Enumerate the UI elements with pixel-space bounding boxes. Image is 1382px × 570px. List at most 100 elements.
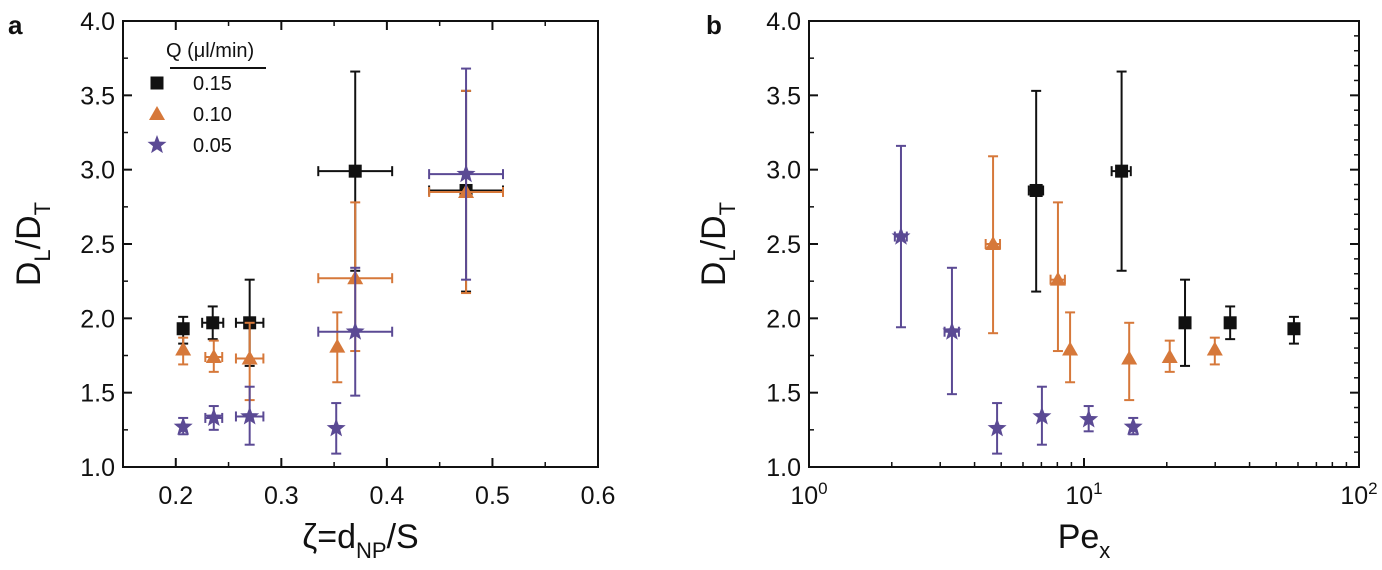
data-point [1027,89,1045,293]
legend: Q (μl/min) 0.15 0.10 0.05 [147,40,266,157]
triangle-marker [205,348,222,363]
panel-a: 1.0 1.5 2.0 2.5 3.0 3.5 4.0 0.2 0.3 0.4 0.5 0.6 ζ=dN… [10,8,615,563]
triangle-marker [175,341,192,356]
x-tick-label: 102 [1340,479,1377,510]
data-point [984,155,1002,335]
star-marker [345,321,365,340]
data-point [1223,305,1237,341]
square-marker [1178,316,1192,330]
triangle-icon [149,106,165,120]
panel-a-label: a [8,10,23,40]
x-tick-exp: 0 [818,479,827,498]
legend-label: 0.15 [193,73,232,95]
x-tick-label: 0.4 [370,482,405,510]
y-axis-title-sub: T [30,202,55,215]
x-tick-base: 10 [1340,482,1368,510]
star-marker [987,418,1007,437]
y-tick-label: 2.0 [766,305,801,333]
data-point [1161,339,1178,373]
data-point [204,339,224,373]
y-axis-title-main: D [695,262,733,287]
y-tick-label: 3.5 [80,82,115,110]
x-tick-label: 101 [1065,479,1102,510]
data-point [1032,385,1052,446]
data-point [428,67,504,281]
y-tick-label: 1.0 [766,454,801,482]
data-point [1287,315,1301,345]
legend-entry: 0.15 [150,73,232,95]
y-axis-title-sub: L [715,249,740,261]
star-marker [173,416,193,435]
triangle-marker [985,236,1002,250]
triangle-marker [1161,348,1178,363]
data-point [175,336,192,366]
x-tick-label: 100 [790,479,827,510]
star-marker [240,406,260,425]
y-tick-label: 3.0 [80,157,115,185]
data-point [317,70,394,272]
x-axis-title-sub: x [1099,538,1110,563]
panel-b-label: b [706,10,722,40]
y-axis-title: DL/DT [695,202,740,286]
triangle-marker [329,338,346,353]
square-marker [1115,164,1129,178]
data-point [204,405,224,431]
x-axis-title: Pex [1058,518,1111,563]
y-tick-label: 1.5 [80,380,115,408]
square-icon [150,76,164,90]
triangle-marker [1121,350,1138,365]
legend-entry: 0.10 [149,104,232,126]
legend-label: 0.05 [193,135,232,157]
data-point [1049,201,1066,353]
plot-frame [808,20,1360,468]
y-axis-title-main: D [10,262,48,287]
legend-title: Q (μl/min) [166,40,254,62]
data-point [201,305,225,341]
data-point [1206,336,1223,366]
y-tick-label: 2.5 [766,231,801,259]
data-point [326,402,346,455]
x-axis-title-main: Pe [1058,518,1100,556]
star-marker [1079,409,1099,428]
data-point [173,416,193,436]
x-tick-exp: 2 [1368,479,1377,498]
y-tick-label: 1.0 [80,454,115,482]
square-marker [1287,322,1301,336]
triangle-marker [1062,341,1079,356]
x-axis-title-main: ζ=d [302,518,356,556]
star-marker [891,226,911,245]
star-icon [147,135,167,154]
series-0_05 [173,67,504,455]
y-tick-label: 4.0 [766,8,801,36]
y-axis-title: DL/DT [10,202,55,286]
data-point [176,315,190,345]
square-marker [348,164,362,178]
legend-label: 0.10 [193,104,232,126]
data-point [1123,416,1143,436]
data-point [234,385,265,446]
data-point [1110,70,1132,272]
x-axis-title: ζ=dNP/S [302,518,418,563]
data-point [1121,321,1138,402]
data-point [329,311,346,384]
y-tick-label: 3.0 [766,157,801,185]
series-0_15 [1027,70,1301,367]
series-0_10 [984,155,1223,402]
data-point [987,402,1007,455]
x-tick-label: 0.2 [158,482,193,510]
y-tick-label: 1.5 [766,380,801,408]
x-axis-title-tail: /S [387,518,419,556]
series-0_05 [891,144,1143,455]
data-point [1178,278,1192,367]
x-tick-label: 0.3 [264,482,299,510]
y-axis-title-mid: /D [695,215,733,249]
data-point [1079,405,1099,433]
data-point [891,144,911,329]
triangle-marker [1206,341,1223,356]
x-tick-label: 0.5 [475,482,510,510]
star-marker [204,407,224,426]
square-marker [1029,183,1043,197]
y-tick-label: 3.5 [766,82,801,110]
